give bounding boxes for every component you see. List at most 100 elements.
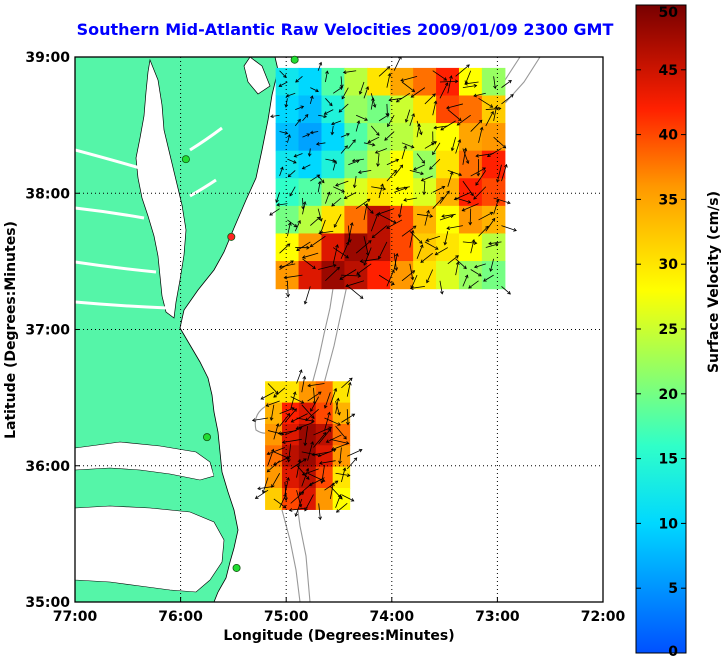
velocity-arrowhead xyxy=(298,369,303,373)
velocity-arrow xyxy=(441,213,456,217)
velocity-cell xyxy=(367,67,391,97)
velocity-arrowhead xyxy=(300,491,305,495)
velocity-arrow xyxy=(340,145,348,154)
axis-ticks: 77:00 76:00 75:00 74:00 73:00 72:00 39:00 38:00… xyxy=(25,50,625,625)
velocity-arrow xyxy=(331,443,348,451)
velocity-cell xyxy=(458,233,483,262)
velocity-arrowhead xyxy=(323,404,328,409)
velocity-cell xyxy=(265,402,283,425)
velocity-arrow xyxy=(273,498,287,509)
velocity-arrow xyxy=(316,142,326,145)
velocity-arrow xyxy=(416,124,420,138)
velocity-arrowhead xyxy=(358,448,363,453)
velocity-arrow xyxy=(276,203,288,206)
velocity-arrow xyxy=(347,139,356,149)
velocity-arrow xyxy=(271,473,281,488)
velocity-arrow xyxy=(462,203,479,212)
velocity-arrow xyxy=(320,219,326,234)
velocity-arrowhead xyxy=(433,100,438,105)
velocity-arrow xyxy=(426,269,434,283)
velocity-arrow xyxy=(401,225,417,237)
velocity-arrowhead xyxy=(446,190,450,195)
velocity-arrow xyxy=(429,158,441,170)
velocity-arrowhead xyxy=(337,494,342,498)
velocity-cell xyxy=(275,205,300,235)
velocity-arrow xyxy=(363,86,369,99)
velocity-arrowhead xyxy=(489,211,494,216)
velocity-arrowhead xyxy=(363,262,367,266)
velocity-arrow xyxy=(493,136,506,149)
velocity-arrow xyxy=(375,148,388,154)
velocity-arrowhead xyxy=(458,172,463,177)
velocity-arrowhead xyxy=(409,286,414,290)
velocity-arrow xyxy=(501,286,511,295)
velocity-arrow xyxy=(444,231,449,245)
velocity-arrow xyxy=(318,230,334,234)
velocity-cell xyxy=(344,205,368,235)
velocity-arrowhead xyxy=(441,214,445,218)
velocity-arrowhead xyxy=(356,120,361,124)
velocity-arrowhead xyxy=(473,93,477,98)
velocity-arrowhead xyxy=(488,241,492,246)
velocity-arrow xyxy=(302,258,316,269)
velocity-arrowhead xyxy=(410,229,415,234)
colorbar-tick-label: 50 xyxy=(659,5,679,21)
velocity-cell xyxy=(298,423,317,446)
colorbar-label: Surface Velocity (cm/s) xyxy=(706,191,722,373)
velocity-arrowhead xyxy=(327,411,331,416)
velocity-arrow xyxy=(287,219,297,228)
velocity-arrowhead xyxy=(434,251,439,256)
velocity-arrow xyxy=(409,230,423,244)
velocity-arrow xyxy=(294,119,301,127)
velocity-cell xyxy=(367,205,391,235)
velocity-cell xyxy=(332,445,351,468)
velocity-arrow xyxy=(335,180,349,186)
velocity-cell xyxy=(390,205,414,235)
velocity-arrow xyxy=(290,458,307,470)
velocity-cell xyxy=(413,67,437,97)
velocity-arrow xyxy=(340,241,349,259)
velocity-arrow xyxy=(307,383,325,387)
velocity-arrowhead xyxy=(403,198,407,202)
velocity-arrow xyxy=(348,286,364,299)
velocity-arrow xyxy=(279,407,295,414)
velocity-arrowhead xyxy=(493,85,497,90)
velocity-arrowhead xyxy=(351,413,356,417)
velocity-arrow xyxy=(434,125,448,129)
velocity-arrow xyxy=(296,369,302,384)
velocity-arrow xyxy=(432,142,441,155)
velocity-arrow xyxy=(370,98,374,110)
velocity-arrowhead xyxy=(491,217,496,222)
velocity-arrowhead xyxy=(357,170,362,175)
velocity-arrow xyxy=(424,93,436,105)
velocity-arrowhead xyxy=(479,126,484,131)
velocity-arrow xyxy=(338,103,349,113)
velocity-arrowhead xyxy=(332,448,337,453)
velocity-arrow xyxy=(310,216,321,226)
velocity-arrowhead xyxy=(300,105,305,110)
velocity-arrowhead xyxy=(251,418,256,422)
velocity-cell xyxy=(281,466,300,489)
velocity-arrowhead xyxy=(403,145,407,149)
velocity-arrowhead xyxy=(411,88,416,93)
velocity-arrow xyxy=(325,267,340,282)
velocity-arrowhead xyxy=(303,442,308,447)
velocity-arrowhead xyxy=(289,192,293,197)
velocity-arrow xyxy=(356,263,372,275)
velocity-arrow xyxy=(439,80,458,83)
velocity-cell xyxy=(332,402,351,425)
velocity-arrowhead xyxy=(443,241,448,246)
velocity-cell xyxy=(298,123,323,152)
velocity-arrow xyxy=(462,148,467,165)
velocity-cell xyxy=(344,67,368,97)
velocity-arrow xyxy=(478,97,493,108)
velocity-arrowhead xyxy=(386,225,390,229)
velocity-arrow xyxy=(279,167,284,177)
velocity-arrowhead xyxy=(335,509,340,513)
velocity-arrowhead xyxy=(308,482,313,487)
velocity-arrowhead xyxy=(335,183,339,187)
velocity-arrowhead xyxy=(510,94,514,98)
velocity-arrow xyxy=(296,241,311,251)
velocity-arrow xyxy=(302,252,319,259)
tributaries xyxy=(75,126,223,310)
